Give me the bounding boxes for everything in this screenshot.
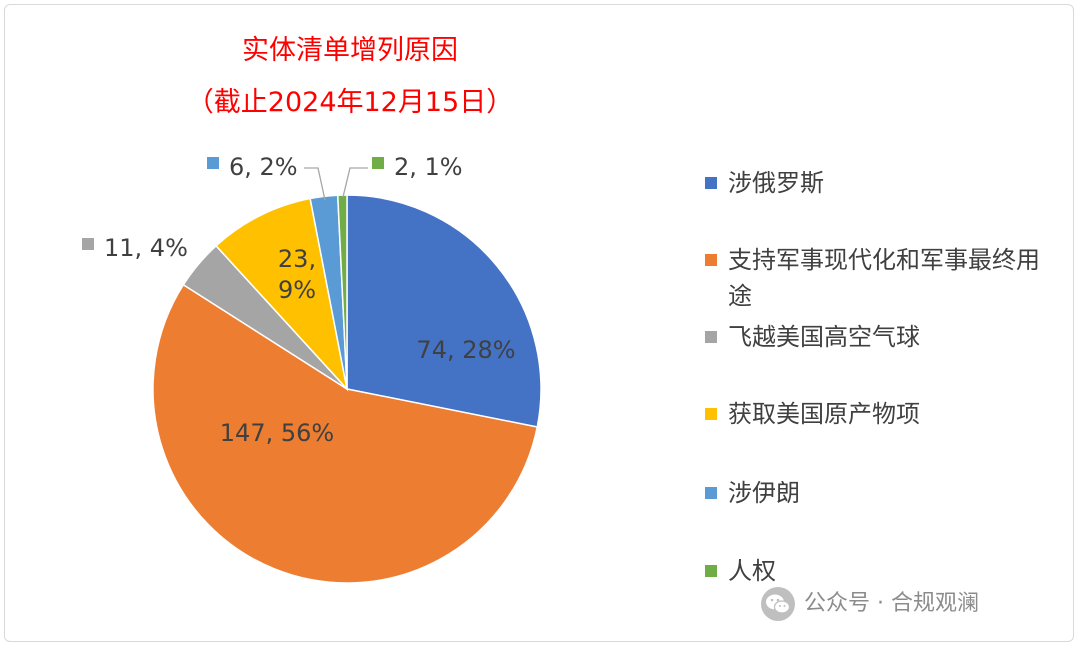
data-label-russia: 74, 28% [416, 336, 515, 364]
legend-item-us-origin: 获取美国原产物项 [705, 396, 1060, 432]
legend-label-us-origin: 获取美国原产物项 [728, 400, 920, 428]
data-label-us-origin-percent: 9% [278, 276, 316, 304]
legend-label-iran: 涉伊朗 [728, 479, 800, 507]
wechat-icon [761, 587, 795, 621]
legend-swatch-balloon [705, 331, 717, 343]
data-label-balloon: 11, 4% [104, 234, 188, 262]
legend-label-military: 支持军事现代化和军事最终用途 [728, 246, 1040, 310]
watermark: 公众号 · 合规观澜 [760, 584, 1060, 624]
legend-label-russia: 涉俄罗斯 [728, 169, 824, 197]
data-label-military: 147, 56% [220, 419, 334, 447]
data-label-swatch-balloon [82, 238, 94, 250]
chart-title: 实体清单增列原因 [242, 35, 458, 66]
chart-subtitle: （截止2024年12月15日） [186, 87, 514, 118]
legend-label-balloon: 飞越美国高空气球 [728, 323, 920, 351]
legend-swatch-iran [705, 487, 717, 499]
legend-item-human-rights: 人权 [705, 553, 1060, 589]
data-label-swatch-iran [207, 157, 219, 169]
watermark-text: 公众号 · 合规观澜 [804, 591, 979, 616]
leader-line-iran [304, 167, 326, 201]
pie-slice-human-rights [336, 194, 348, 390]
data-label-human-rights: 2, 1% [394, 153, 463, 181]
pie-slice-military [152, 283, 539, 584]
legend-item-russia: 涉俄罗斯 [705, 165, 1060, 201]
legend-swatch-us-origin [705, 408, 717, 420]
pie-slice-us-origin [215, 197, 349, 392]
pie-slice-russia [346, 194, 542, 428]
legend-label-human-rights: 人权 [728, 557, 776, 585]
legend-item-balloon: 飞越美国高空气球 [705, 319, 1060, 355]
legend-item-military: 支持军事现代化和军事最终用途 [705, 242, 1060, 314]
legend-swatch-human-rights [705, 565, 717, 577]
data-label-swatch-human-rights [372, 157, 384, 169]
data-label-iran: 6, 2% [229, 153, 298, 181]
leader-line-human-rights [342, 167, 368, 198]
legend-item-iran: 涉伊朗 [705, 475, 1060, 511]
data-label-us-origin-value: 23, [278, 245, 316, 273]
legend-swatch-military [705, 254, 717, 266]
legend-swatch-russia [705, 177, 717, 189]
